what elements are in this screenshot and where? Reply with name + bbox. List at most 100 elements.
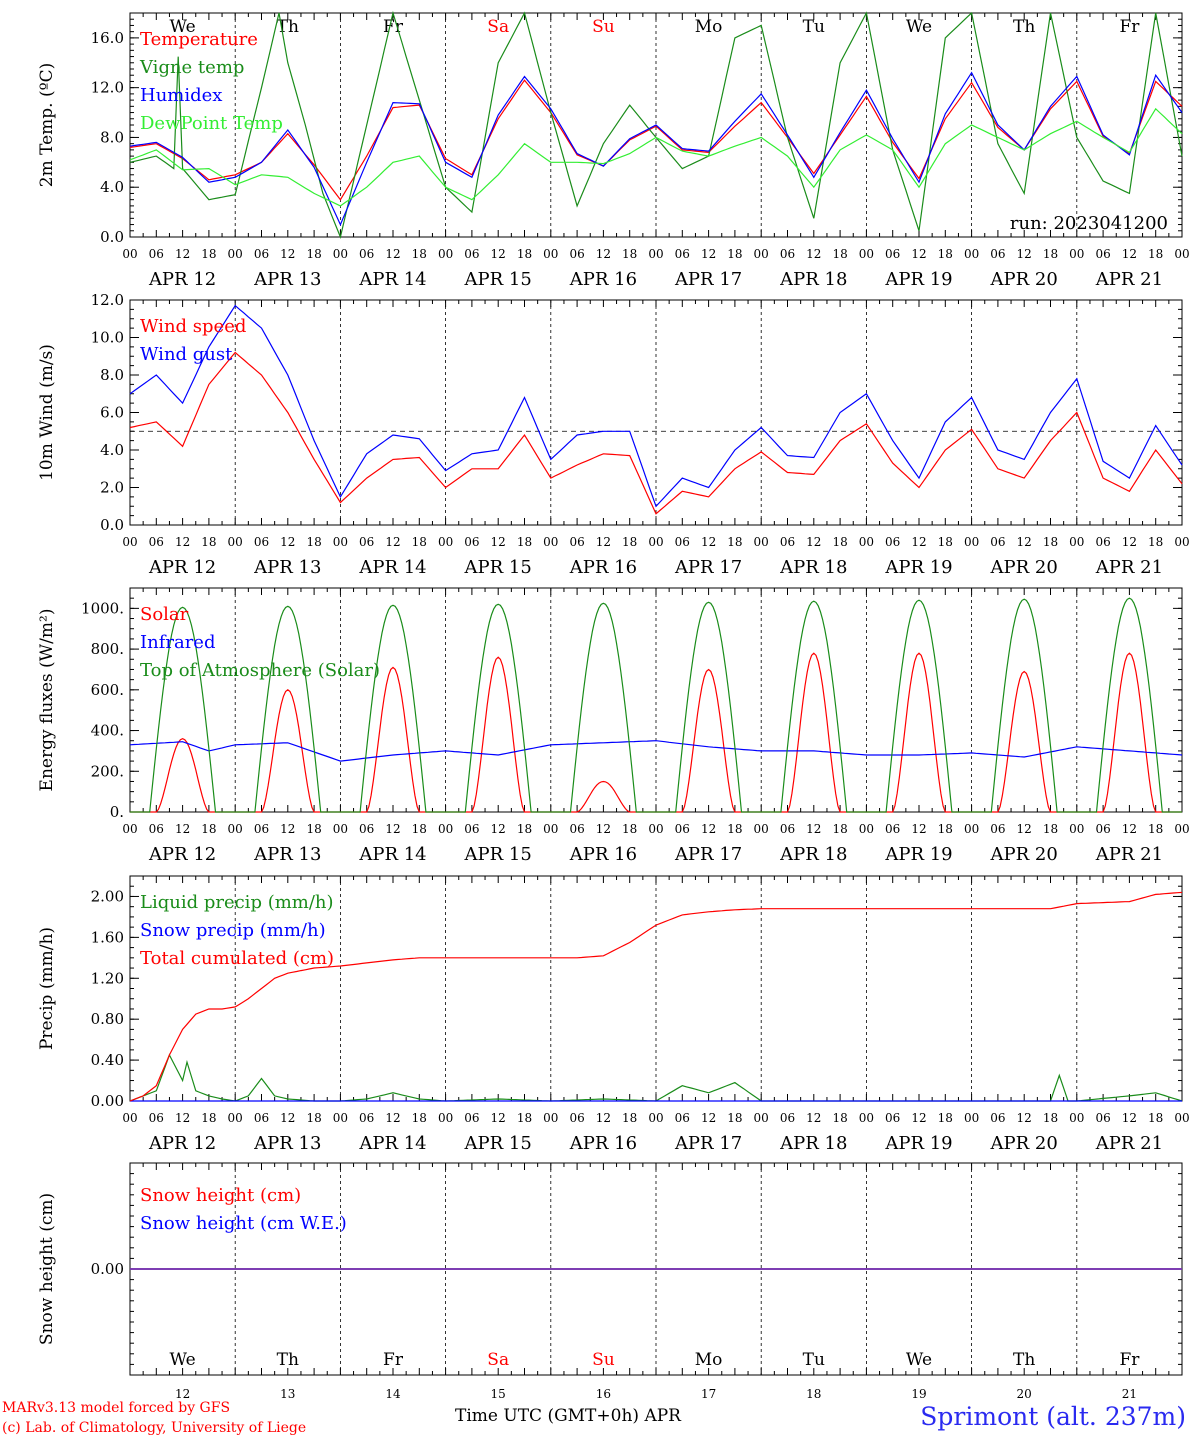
x-hour-label: 00 [1174,822,1189,836]
legend-humidex: Humidex [140,85,222,106]
x-hour-label: 00 [1174,247,1189,261]
x-hour-label: 00 [859,535,874,549]
x-date-label: APR 12 [148,557,216,578]
x-date-label: APR 21 [1095,844,1163,865]
x-hour-label: 18 [201,1111,216,1125]
weekday-label: We [906,1350,932,1370]
y-tick-label: 2.0 [100,479,124,497]
day-number-label: 15 [491,1387,506,1400]
x-hour-label: 18 [622,1111,637,1125]
x-hour-label: 06 [569,535,584,549]
x-hour-label: 00 [964,247,979,261]
x-hour-label: 06 [569,1111,584,1125]
x-date-label: APR 21 [1095,1133,1163,1154]
x-hour-label: 18 [412,822,427,836]
x-hour-label: 06 [1095,1111,1110,1125]
legend-total-cumulated-cm: Total cumulated (cm) [140,948,334,969]
y-tick-label: 8.0 [100,128,124,146]
day-number-label: 17 [701,1387,716,1400]
x-hour-label: 00 [1174,1111,1189,1125]
x-hour-label: 18 [622,822,637,836]
y-tick-label: 0.80 [91,1010,124,1028]
x-hour-label: 00 [859,1111,874,1125]
x-date-label: APR 18 [779,557,847,578]
weekday-label: We [170,1350,196,1370]
x-hour-label: 12 [1122,1111,1137,1125]
station-name: Sprimont (alt. 237m) [920,1402,1186,1431]
x-hour-label: 06 [149,1111,164,1125]
x-hour-label: 18 [201,535,216,549]
x-hour-label: 12 [1122,535,1137,549]
x-hour-label: 18 [1043,822,1058,836]
x-hour-label: 12 [280,247,295,261]
x-hour-label: 00 [1069,822,1084,836]
x-hour-label: 00 [228,822,243,836]
legend-temperature: Temperature [140,29,258,50]
series-line-total-cumulated-cm [129,891,1183,1102]
weekday-label: We [170,17,196,37]
x-hour-label: 18 [517,535,532,549]
x-hour-label: 00 [333,247,348,261]
x-date-label: APR 18 [779,1133,847,1154]
x-hour-label: 06 [885,822,900,836]
weekday-label: Mo [695,17,723,37]
weekday-label: Fr [1119,1350,1140,1370]
x-date-label: APR 17 [674,557,742,578]
x-hour-label: 00 [964,535,979,549]
legend-snow-height-cm-w-e: Snow height (cm W.E.) [140,1213,347,1234]
x-hour-label: 00 [228,535,243,549]
y-tick-label: 400. [91,722,124,740]
x-date-label: APR 15 [464,557,532,578]
x-hour-label: 12 [806,247,821,261]
x-hour-label: 00 [228,247,243,261]
x-hour-label: 06 [464,822,479,836]
x-hour-label: 06 [990,535,1005,549]
y-tick-label: 6.0 [100,404,124,422]
x-hour-label: 00 [438,247,453,261]
x-hour-label: 00 [543,535,558,549]
x-hour-label: 18 [938,247,953,261]
x-hour-label: 00 [1069,1111,1084,1125]
x-hour-label: 12 [1017,247,1032,261]
x-hour-label: 18 [1043,247,1058,261]
x-hour-label: 00 [1174,535,1189,549]
x-date-label: APR 20 [990,557,1058,578]
x-hour-label: 00 [754,1111,769,1125]
credit-line-1: MARv3.13 model forced by GFS [2,1400,231,1416]
x-hour-label: 06 [1095,247,1110,261]
legend-infrared: Infrared [140,632,215,653]
x-hour-label: 12 [385,535,400,549]
x-hour-label: 18 [622,535,637,549]
x-hour-label: 00 [122,535,137,549]
day-number-label: 18 [806,1387,821,1400]
y-axis-label: 10m Wind (m/s) [37,344,57,481]
x-hour-label: 18 [832,822,847,836]
x-hour-label: 18 [517,1111,532,1125]
weekday-label: Sa [487,17,509,37]
day-number-label: 12 [175,1387,190,1400]
x-hour-label: 00 [754,535,769,549]
x-hour-label: 18 [517,247,532,261]
x-hour-label: 00 [122,822,137,836]
x-date-label: APR 16 [569,269,637,290]
x-hour-label: 12 [806,1111,821,1125]
x-hour-label: 06 [780,822,795,836]
legend-snow-precip-mm-h: Snow precip (mm/h) [140,920,326,941]
series-line-infrared [129,740,1183,762]
y-tick-label: 0.00 [91,1092,124,1110]
x-hour-label: 12 [1122,822,1137,836]
panel-3: 0. 200. 400. 600. 800. 1000. Energy fluxes (W/… [37,587,1190,865]
x-hour-label: 06 [990,822,1005,836]
x-hour-label: 18 [306,247,321,261]
x-hour-label: 12 [175,822,190,836]
x-hour-label: 12 [175,535,190,549]
x-date-label: APR 21 [1095,557,1163,578]
x-hour-label: 12 [385,1111,400,1125]
x-hour-label: 00 [333,1111,348,1125]
x-date-label: APR 17 [674,269,742,290]
x-hour-label: 12 [806,535,821,549]
x-hour-label: 12 [596,535,611,549]
x-hour-label: 12 [596,1111,611,1125]
x-hour-label: 18 [938,535,953,549]
x-hour-label: 00 [648,1111,663,1125]
